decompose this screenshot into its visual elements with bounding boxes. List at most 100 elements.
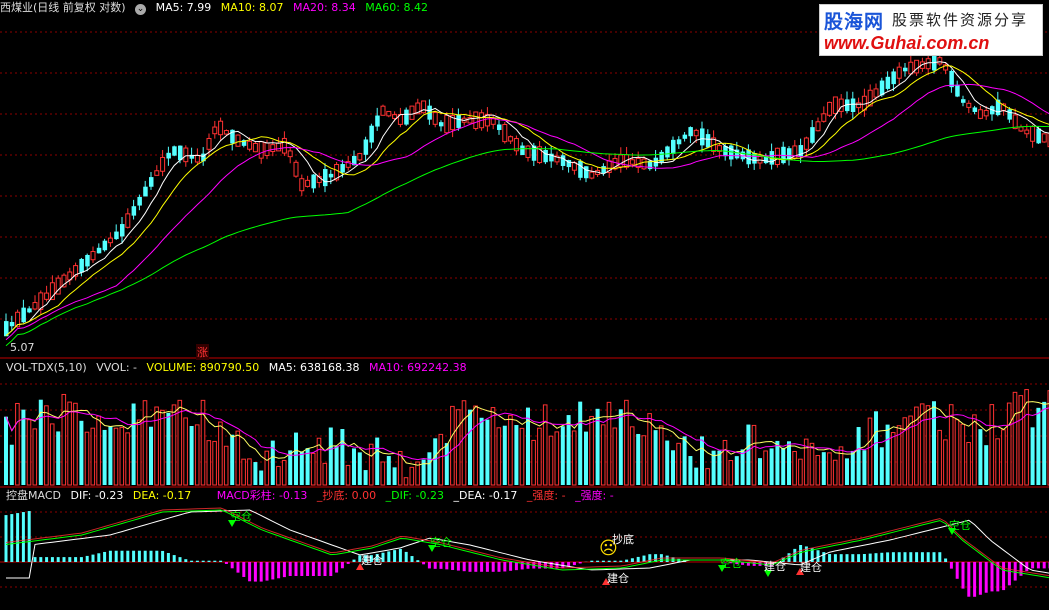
macd-bars — [4, 511, 1049, 597]
candle-body — [676, 139, 682, 145]
candle-body — [305, 179, 311, 187]
volume-bar — [821, 452, 826, 485]
candle-body — [328, 173, 334, 178]
candle-body — [392, 114, 398, 119]
volume-bar — [316, 437, 322, 486]
volume-bar — [194, 424, 200, 486]
arrow-down-icon — [228, 520, 236, 527]
candle-body — [114, 231, 119, 240]
volume-bar — [108, 426, 113, 485]
arrow-up-icon — [602, 578, 610, 585]
candle-body — [293, 161, 299, 177]
candle-body — [781, 146, 786, 164]
candle-body — [873, 88, 879, 98]
volume-bar — [665, 440, 670, 485]
chart-title[interactable]: 西煤业(日线 前复权 对数) — [0, 1, 126, 14]
volume-bar — [937, 429, 942, 486]
volume-bar — [803, 438, 809, 486]
candle-body — [484, 114, 490, 127]
volume-bar — [954, 419, 960, 486]
candle-body — [276, 142, 282, 152]
candle-body — [44, 292, 50, 300]
candle-body — [1030, 126, 1036, 142]
volume-bar — [717, 450, 722, 485]
candle-body — [1041, 133, 1047, 143]
candle-body — [1012, 114, 1018, 130]
volume-bar — [584, 431, 588, 485]
volume-bar — [177, 399, 183, 486]
arrow-down-icon — [718, 565, 726, 572]
volume-bar — [433, 438, 438, 485]
volume-value: VOLUME: 890790.50 — [146, 361, 260, 374]
candle-body — [212, 126, 218, 135]
signal-label-kongcang-3: 空仓 — [720, 557, 742, 570]
volume-bar — [403, 477, 409, 486]
candle-body — [247, 140, 253, 150]
volume-bar — [636, 433, 641, 485]
volume-bar — [763, 450, 768, 486]
volume-bar — [90, 427, 96, 486]
volume-bar — [1030, 427, 1035, 485]
candle-body — [172, 146, 177, 156]
arrow-down-icon — [948, 528, 956, 535]
candle-body — [404, 109, 409, 125]
candle-body — [137, 196, 142, 206]
chevron-down-icon[interactable]: ⌄ — [135, 4, 147, 15]
candle-body — [107, 237, 113, 244]
vvol-value: VVOL: - — [96, 361, 138, 374]
volume-bar — [160, 409, 165, 486]
volume-bar — [612, 427, 618, 486]
volume-bar — [427, 452, 432, 485]
volume-bar — [305, 448, 310, 485]
candle-body — [734, 149, 740, 159]
ma10-value: MA10: 8.07 — [220, 1, 284, 14]
macd-bar-value: MACD彩柱: -0.13 — [216, 489, 308, 502]
volume-ma10-value: MA10: 692242.38 — [368, 361, 467, 374]
volume-bar — [294, 432, 298, 485]
volume-bar — [136, 419, 142, 486]
volume-bar — [995, 438, 1000, 486]
volume-bar — [734, 456, 739, 485]
ma20-value: MA20: 8.34 — [293, 1, 356, 14]
volume-bar — [815, 455, 821, 486]
volume-indicator-title[interactable]: VOL-TDX(5,10) — [6, 361, 87, 374]
candle-body — [943, 64, 949, 71]
volume-bar — [1018, 395, 1024, 486]
candle-body — [497, 124, 502, 131]
ma60-value: MA60: 8.42 — [365, 1, 428, 14]
candle-body — [439, 122, 444, 127]
chaodi-face-icon: ☹ — [599, 538, 618, 559]
candle-body — [160, 156, 166, 172]
candle-body — [729, 145, 734, 160]
candle-body — [856, 102, 862, 109]
volume-bar — [571, 430, 577, 486]
candle-body — [120, 224, 125, 237]
candle-body — [763, 155, 769, 164]
candle-body — [281, 137, 287, 154]
volume-bar — [79, 420, 84, 485]
candle-body — [143, 186, 148, 197]
volume-bar — [700, 436, 704, 485]
dif-red-line — [5, 507, 1049, 577]
volume-bar — [1012, 391, 1018, 486]
volume-bar — [270, 440, 275, 485]
volume-bar — [658, 425, 664, 486]
volume-bar — [310, 452, 316, 486]
volume-bar — [119, 427, 125, 486]
volume-bar — [415, 461, 420, 486]
candle-body — [531, 145, 537, 161]
candle-body — [223, 130, 229, 135]
candle-body — [380, 105, 386, 116]
candle-body — [270, 144, 276, 153]
candle-body — [810, 127, 815, 143]
macd-indicator-title[interactable]: 控盘MACD — [6, 489, 61, 502]
candle-body — [49, 282, 55, 301]
volume-bar — [444, 443, 449, 485]
candle-body — [903, 67, 908, 72]
candle-body — [752, 153, 757, 164]
candle-body — [629, 159, 635, 165]
volume-bar — [322, 462, 328, 486]
candle-body — [252, 142, 258, 153]
candle-body — [85, 254, 90, 267]
